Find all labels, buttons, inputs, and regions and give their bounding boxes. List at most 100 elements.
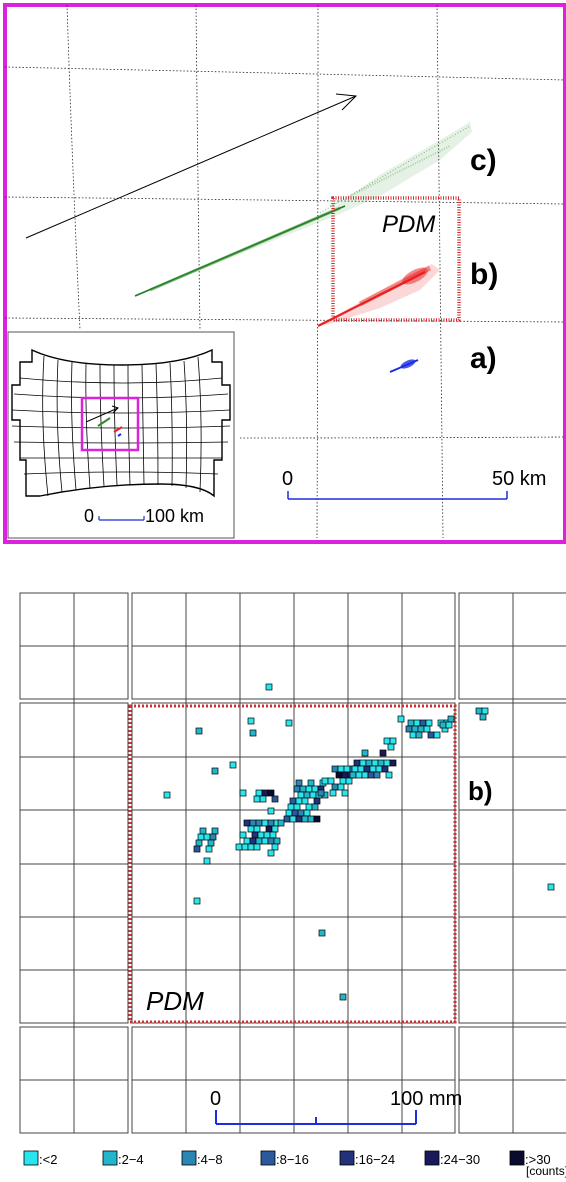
hit-pixel: [259, 795, 267, 803]
hit-pixel: [379, 749, 387, 757]
hit-pixel: [475, 707, 483, 715]
hit-pixel: [313, 815, 321, 823]
hit-pixel: [351, 765, 359, 773]
hit-pixel: [387, 743, 395, 751]
hit-pixel: [413, 719, 421, 727]
hit-pixel: [425, 719, 433, 727]
hit-pixel: [433, 731, 441, 739]
hit-pixel: [341, 789, 349, 797]
hit-pixel: [195, 727, 203, 735]
hit-pixel: [267, 837, 275, 845]
inset-scale-start: 0: [84, 506, 94, 526]
hit-pixel: [261, 837, 269, 845]
hit-pixel: [197, 833, 205, 841]
hit-pixel: [353, 759, 361, 767]
hit-pixel: [307, 779, 315, 787]
hit-pixel: [283, 815, 291, 823]
hit-pixel: [419, 719, 427, 727]
hit-pixel: [269, 831, 277, 839]
hit-pixel: [331, 765, 339, 773]
hit-pixel: [385, 771, 393, 779]
hit-pixel: [249, 819, 257, 827]
direction-arrow: [25, 93, 358, 239]
hit-pixel: [373, 771, 381, 779]
hit-pixel: [307, 815, 315, 823]
hit-pixel: [389, 737, 397, 745]
hit-pixel: [367, 771, 375, 779]
legend-swatch: [509, 1150, 525, 1166]
hit-pixel: [271, 843, 279, 851]
hit-pixel: [355, 771, 363, 779]
projection-grid: [4, 4, 566, 539]
legend-label: :<2: [39, 1152, 57, 1167]
legend-label: :8−16: [276, 1152, 309, 1167]
hit-pixel: [211, 827, 219, 835]
scale-bottom-end: 100 mm: [390, 1088, 462, 1110]
pdm-label-bottom: PDM: [146, 986, 204, 1016]
hit-pixel: [365, 759, 373, 767]
hit-pixel: [253, 825, 261, 833]
hit-pixel: [287, 803, 295, 811]
module-grid: [19, 592, 566, 1134]
hit-pixel: [311, 785, 319, 793]
inset-map: 0 100 km: [7, 331, 235, 539]
hit-pixel: [479, 713, 487, 721]
hit-pixel: [239, 789, 247, 797]
inset-scale-end: 100 km: [145, 506, 204, 526]
hit-pixel: [297, 791, 305, 799]
module-grid-lines: [20, 593, 566, 1133]
hit-pixel: [271, 825, 279, 833]
hit-pixel: [329, 789, 337, 797]
hit-pixel: [249, 837, 257, 845]
hit-pixel: [267, 807, 275, 815]
scale-top-start: 0: [282, 468, 293, 490]
hit-pixel: [305, 785, 313, 793]
hit-pixel: [293, 803, 301, 811]
hit-pixel: [371, 759, 379, 767]
hit-pixel: [229, 761, 237, 769]
legend-units: [counts]: [526, 1164, 566, 1178]
hit-pixel: [291, 809, 299, 817]
track-c: [134, 122, 472, 297]
legend-swatch: [181, 1150, 197, 1166]
hit-pixel: [397, 715, 405, 723]
hit-pixel: [361, 749, 369, 757]
legend-swatch: [260, 1150, 276, 1166]
hit-pixel: [255, 789, 263, 797]
legend-swatch: [339, 1150, 355, 1166]
hit-pixel: [359, 759, 367, 767]
hit-pixel: [317, 789, 325, 797]
hit-pixel: [339, 777, 347, 785]
hit-pixel: [235, 843, 243, 851]
hit-pixel: [439, 721, 447, 729]
hit-pixels: [163, 683, 555, 1001]
pdm-region: [331, 196, 461, 322]
hit-pixel: [361, 771, 369, 779]
hit-pixel: [267, 849, 275, 857]
top-panel: PDM c) b) a) 0 50 km: [3, 3, 566, 544]
hit-pixel: [277, 819, 285, 827]
scale-bar-bottom: 0 100 mm: [210, 1088, 462, 1125]
hit-pixel: [339, 993, 347, 1001]
hit-pixel: [273, 837, 281, 845]
hit-pixel: [247, 717, 255, 725]
scale-bar-top: 0 50 km: [282, 468, 546, 500]
legend-label: :16−24: [355, 1152, 395, 1167]
hit-pixel: [409, 731, 417, 739]
hit-pixel: [299, 785, 307, 793]
hit-pixel: [389, 759, 397, 767]
track-a: [389, 359, 419, 373]
hit-pixel: [207, 839, 215, 847]
hit-pixel: [383, 759, 391, 767]
hit-pixel: [337, 783, 345, 791]
hit-pixel: [255, 837, 263, 845]
hit-pixel: [289, 797, 297, 805]
hit-pixel: [337, 765, 345, 773]
hit-pixel: [303, 809, 311, 817]
hit-pixel: [301, 797, 309, 805]
hit-pixel: [209, 833, 217, 841]
hit-pixel: [295, 797, 303, 805]
hit-pixel: [205, 845, 213, 853]
hit-pixel: [311, 803, 319, 811]
hit-pixel: [415, 731, 423, 739]
